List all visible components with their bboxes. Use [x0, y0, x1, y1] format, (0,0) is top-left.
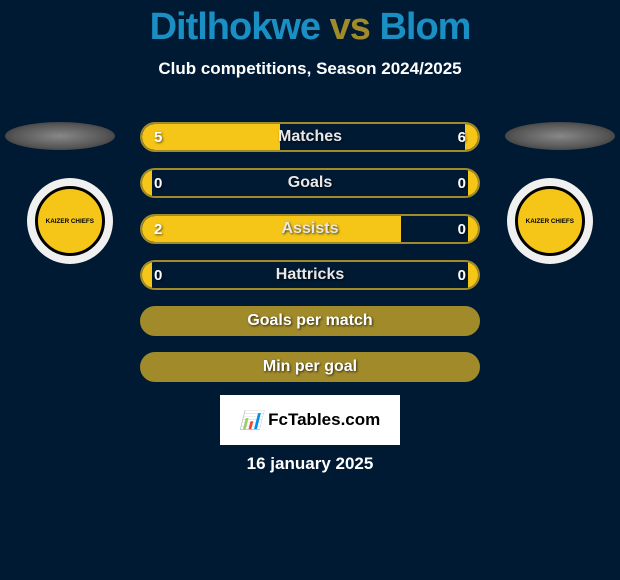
value-right: 6	[458, 129, 466, 146]
player2-club-badge: KAIZER CHIEFS	[500, 178, 600, 264]
stat-row-goals-per-match: Goals per match	[140, 306, 480, 336]
fctables-text: FcTables.com	[268, 410, 380, 430]
date-text: 16 january 2025	[247, 454, 374, 474]
bar-left	[142, 124, 280, 150]
bar-right	[465, 124, 478, 150]
bar-right	[468, 262, 478, 288]
fctables-icon: 📊	[240, 410, 262, 431]
value-right: 0	[458, 175, 466, 192]
bar-right	[468, 216, 478, 242]
stat-label: Goals per match	[247, 312, 372, 330]
player1-avatar	[5, 122, 115, 150]
badge-left-text: KAIZER CHIEFS	[46, 218, 94, 224]
stat-label: Min per goal	[263, 358, 357, 376]
stat-label: Hattricks	[276, 266, 344, 284]
stat-label: Goals	[288, 174, 332, 192]
stats-container: 5 6 Matches 0 0 Goals 2 0 Assists 0 0 Hattricks Goal…	[140, 122, 480, 398]
stat-label: Matches	[278, 128, 342, 146]
badge-right-text: KAIZER CHIEFS	[526, 218, 574, 224]
player2-name: Blom	[379, 6, 470, 48]
value-right: 0	[458, 221, 466, 238]
stat-row-assists: 2 0 Assists	[140, 214, 480, 244]
value-left: 2	[154, 221, 162, 238]
player1-name: Ditlhokwe	[150, 6, 320, 48]
vs-text: vs	[330, 6, 370, 48]
bar-left	[142, 262, 152, 288]
stat-row-min-per-goal: Min per goal	[140, 352, 480, 382]
value-left: 0	[154, 175, 162, 192]
player2-avatar	[505, 122, 615, 150]
fctables-logo: 📊 FcTables.com	[220, 395, 400, 445]
bar-left	[142, 170, 152, 196]
stat-row-hattricks: 0 0 Hattricks	[140, 260, 480, 290]
player1-club-badge: KAIZER CHIEFS	[20, 178, 120, 264]
stat-row-goals: 0 0 Goals	[140, 168, 480, 198]
bar-left	[142, 216, 401, 242]
stat-row-matches: 5 6 Matches	[140, 122, 480, 152]
comparison-title: Ditlhokwe vs Blom	[0, 0, 620, 49]
subtitle: Club competitions, Season 2024/2025	[0, 59, 620, 79]
value-left: 5	[154, 129, 162, 146]
value-left: 0	[154, 267, 162, 284]
value-right: 0	[458, 267, 466, 284]
stat-label: Assists	[282, 220, 339, 238]
bar-right	[468, 170, 478, 196]
